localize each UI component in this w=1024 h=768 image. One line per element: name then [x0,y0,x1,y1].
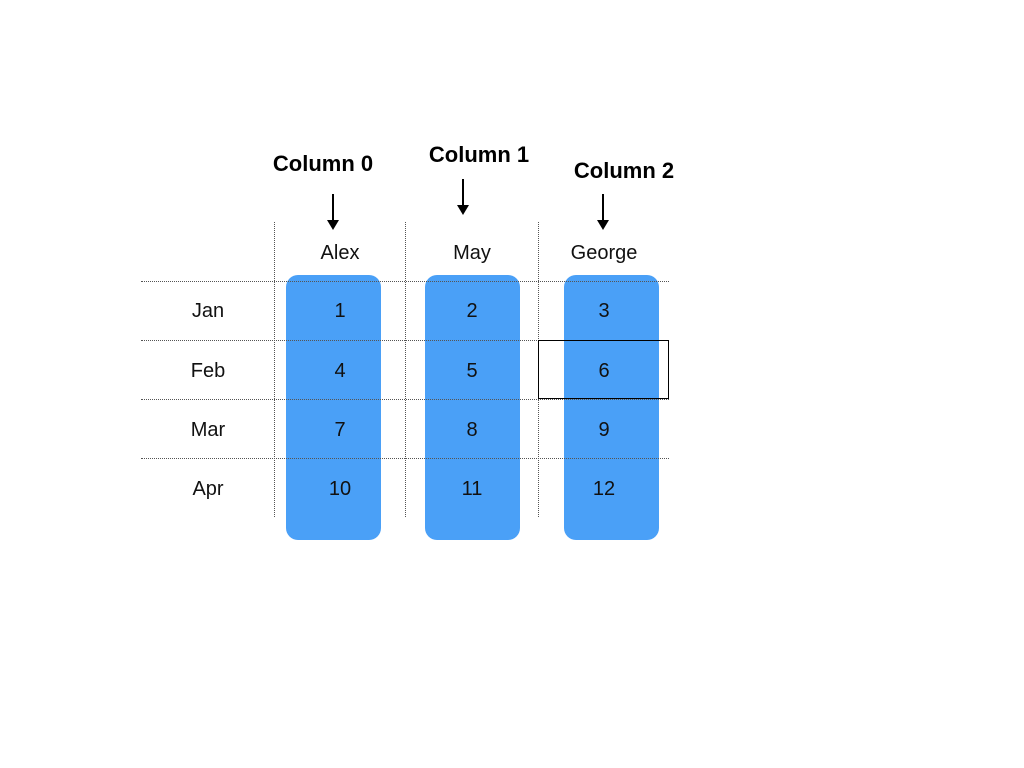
row-label: Apr [192,478,224,500]
table-cell: 7 [334,419,346,441]
column-band [425,275,520,540]
column-band [564,275,659,540]
column-title: Column 1 [428,142,530,167]
table-cell: 3 [598,300,610,322]
table-cell: 12 [592,478,616,500]
table-cell: 9 [598,419,610,441]
table-cell: 4 [334,360,346,382]
column-divider [274,222,275,517]
row-divider [141,281,669,282]
row-label: Mar [190,419,226,441]
table-cell: 10 [328,478,352,500]
row-label: Feb [190,360,226,382]
column-band [286,275,381,540]
highlighted-cell-outline [538,340,669,399]
column-name: Alex [320,242,360,264]
down-arrow-icon [327,194,339,230]
row-divider [141,458,669,459]
table-cell: 8 [466,419,478,441]
row-divider [141,399,669,400]
column-title: Column 2 [573,158,675,183]
column-title: Column 0 [272,151,374,176]
table-cell: 6 [598,360,610,382]
table-cell: 5 [466,360,478,382]
row-divider [141,340,669,341]
down-arrow-icon [457,179,469,215]
table-cell: 2 [466,300,478,322]
down-arrow-icon [597,194,609,230]
table-cell: 1 [334,300,346,322]
column-divider [405,222,406,517]
column-name: George [570,242,638,264]
column-name: May [453,242,491,264]
table-cell: 11 [461,478,483,500]
row-label: Jan [191,300,225,322]
